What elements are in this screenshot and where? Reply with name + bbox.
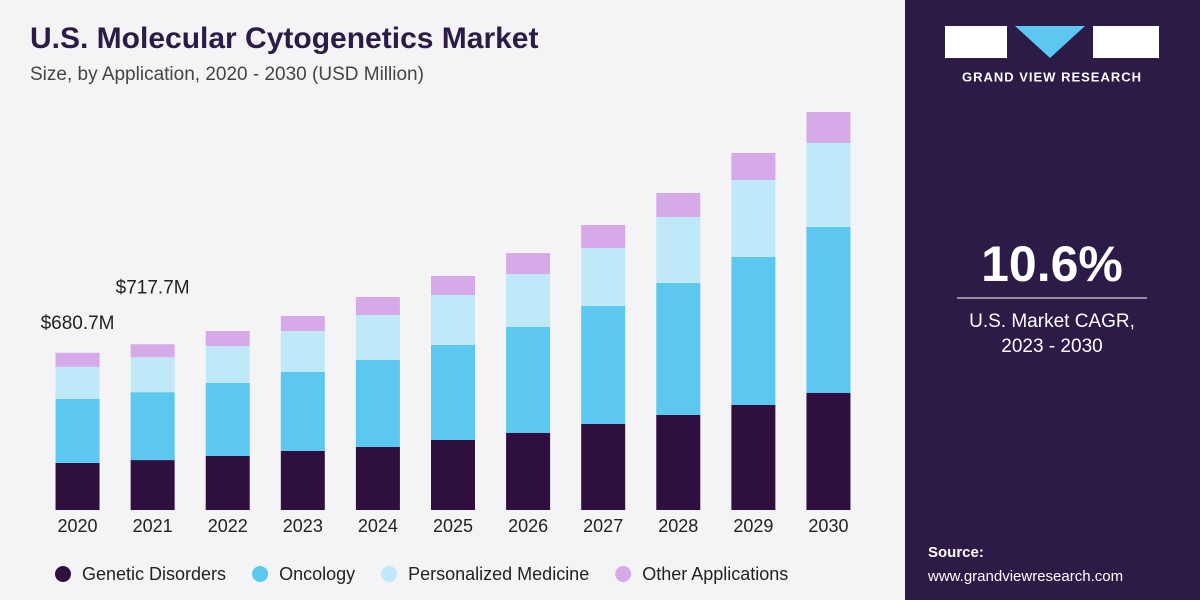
bar-segment <box>431 275 475 295</box>
legend-label: Genetic Disorders <box>82 564 226 584</box>
bar-segment <box>581 305 626 424</box>
bar-segment <box>581 225 626 249</box>
x-tick-label: 2030 <box>808 516 848 536</box>
bar-segment <box>431 294 475 345</box>
bar-segment <box>656 282 701 415</box>
bar-segment <box>355 359 400 447</box>
brand: GRAND VIEW RESEARCH <box>962 69 1142 84</box>
bar-segment <box>205 382 250 457</box>
bar-segment <box>656 216 701 283</box>
bar-segment <box>280 372 325 451</box>
bar-segment <box>806 226 851 393</box>
bar-segment <box>731 179 776 257</box>
x-tick-label: 2025 <box>433 516 473 536</box>
bar-segment <box>806 392 851 510</box>
logo-block <box>945 26 1007 58</box>
legend-marker <box>55 566 71 582</box>
x-tick-label: 2023 <box>283 516 323 536</box>
bar-segment <box>55 462 100 510</box>
bar-segment <box>806 112 851 143</box>
bar-segment <box>656 192 701 217</box>
logo: GRAND VIEW RESEARCH <box>945 26 1159 84</box>
legend-marker <box>381 566 398 582</box>
bar-segment <box>130 357 175 393</box>
x-tick-label: 2026 <box>508 516 548 536</box>
bar-segment <box>581 248 626 306</box>
bar-segment <box>130 344 175 358</box>
bar-segment <box>731 404 776 510</box>
x-tick-label: 2021 <box>133 516 173 536</box>
chart-title: U.S. Molecular Cytogenetics Market <box>30 22 538 55</box>
bar-segment <box>581 423 626 510</box>
bar-segment <box>205 456 250 510</box>
bar-segment <box>731 256 776 405</box>
bar-segment <box>130 460 175 510</box>
bar-segment <box>506 252 551 274</box>
source-url: www.grandviewresearch.com <box>927 568 1123 585</box>
bar-segment <box>506 273 551 327</box>
bar-segment <box>280 331 325 373</box>
legend-label: Other Applications <box>642 564 788 584</box>
x-tick-label: 2022 <box>208 516 248 536</box>
bar-segment <box>506 433 551 510</box>
logo-triangle <box>1015 26 1085 58</box>
bar-segment <box>55 352 100 367</box>
bar-segment <box>806 142 851 227</box>
x-tick-label: 2024 <box>358 516 398 536</box>
cagr-caption: 2023 - 2030 <box>1001 336 1102 357</box>
x-tick-label: 2029 <box>733 516 773 536</box>
x-tick-label: 2027 <box>583 516 623 536</box>
sidebar-background <box>905 0 1200 600</box>
legend-marker <box>615 566 632 582</box>
bar-segment <box>731 152 776 180</box>
bar-segment <box>130 392 175 461</box>
bar-segment <box>355 314 400 360</box>
source-title: Source: <box>928 544 984 561</box>
total-label: $717.7M <box>116 277 190 298</box>
bar-segment <box>431 344 475 440</box>
chart-subtitle: Size, by Application, 2020 - 2030 (USD M… <box>30 64 424 85</box>
bar-segment <box>280 450 325 510</box>
legend-label: Personalized Medicine <box>408 564 589 584</box>
bar-segment <box>506 326 551 434</box>
legend-label: Oncology <box>279 564 355 584</box>
total-label: $680.7M <box>41 313 115 334</box>
legend-marker <box>252 566 269 582</box>
bar-segment <box>355 296 400 315</box>
bar-segment <box>205 346 250 383</box>
bar-segment <box>355 446 400 510</box>
x-tick-label: 2028 <box>658 516 698 536</box>
cagr-caption: U.S. Market CAGR, <box>969 311 1135 332</box>
bar-segment <box>55 366 100 399</box>
bar-segment <box>431 439 475 510</box>
logo-block <box>1093 26 1159 58</box>
bar-segment <box>55 398 100 463</box>
bar-segment <box>280 316 325 332</box>
cagr-value: 10.6% <box>981 236 1123 292</box>
x-tick-label: 2020 <box>58 516 98 536</box>
bar-segment <box>205 330 250 347</box>
bar-segment <box>656 414 701 510</box>
